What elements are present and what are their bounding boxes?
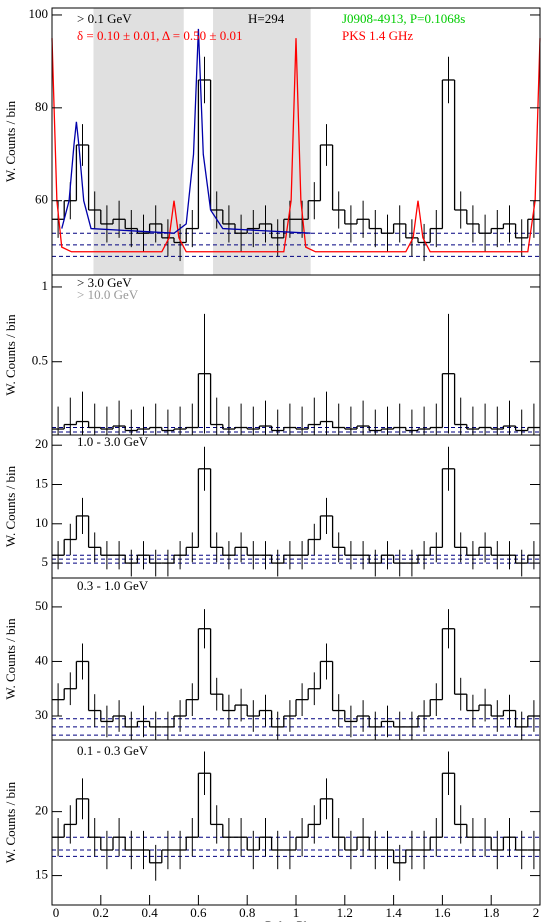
y-tick-label: 40 [35, 652, 48, 667]
y-tick-label: 100 [29, 6, 49, 21]
plot-frame [51, 739, 541, 906]
y-tick-label: 15 [35, 867, 48, 882]
y-axis-label: W. Counts / bin [3, 465, 18, 547]
x-tick-label: 0.2 [93, 905, 109, 920]
y-tick-label: 0.5 [32, 353, 48, 368]
y-tick-label: 5 [42, 554, 49, 569]
curve [51, 38, 541, 253]
y-axis-label: W. Counts / bin [3, 100, 18, 182]
annotation: PKS 1.4 GHz [342, 28, 413, 43]
y-tick-label: 15 [35, 475, 48, 490]
x-tick-label: 1.4 [385, 905, 402, 920]
annotation: 1.0 - 3.0 GeV [77, 434, 149, 449]
y-axis-label: W. Counts / bin [3, 618, 18, 700]
annotation: δ = 0.10 ± 0.01, Δ = 0.50 ± 0.01 [77, 28, 242, 43]
x-tick-label: 0.6 [190, 905, 207, 920]
x-tick-label: 1.6 [434, 905, 451, 920]
y-tick-label: 1 [42, 278, 49, 293]
y-tick-label: 80 [35, 99, 48, 114]
annotation: > 3.0 GeV [77, 275, 132, 290]
annotation: 0.3 - 1.0 GeV [77, 578, 149, 593]
y-tick-label: 50 [35, 598, 48, 613]
annotation: 0.1 - 0.3 GeV [77, 743, 149, 758]
y-axis-label: W. Counts / bin [3, 781, 18, 863]
y-tick-label: 60 [35, 192, 48, 207]
x-tick-label: 0 [53, 905, 60, 920]
annotation: H=294 [248, 11, 285, 26]
x-tick-label: 1.8 [483, 905, 499, 920]
annotation: J0908-4913, P=0.1068s [342, 11, 465, 26]
x-axis-label: Pulse Phase [265, 918, 327, 922]
y-axis-label: W. Counts / bin [3, 314, 18, 396]
x-tick-label: 1 [293, 905, 300, 920]
y-tick-label: 20 [35, 803, 48, 818]
x-tick-label: 2 [533, 905, 540, 920]
curve [61, 28, 311, 234]
y-tick-label: 20 [35, 436, 48, 451]
y-tick-label: 10 [35, 515, 48, 530]
x-tick-label: 0.4 [141, 905, 158, 920]
annotation: > 0.1 GeV [77, 11, 132, 26]
y-tick-label: 30 [35, 707, 48, 722]
annotation: > 10.0 GeV [77, 287, 139, 302]
x-tick-label: 1.2 [337, 905, 353, 920]
x-tick-label: 0.8 [239, 905, 255, 920]
shaded-region [93, 8, 184, 275]
